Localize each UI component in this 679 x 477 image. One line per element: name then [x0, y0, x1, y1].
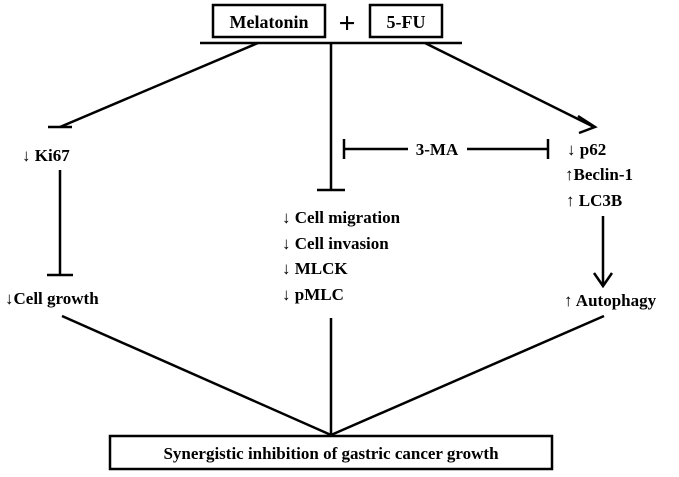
cell-growth-label: ↓Cell growth — [5, 289, 99, 308]
mlck-label: ↓ MLCK — [282, 259, 348, 278]
outcome-label: Synergistic inhibition of gastric cancer… — [163, 444, 499, 463]
plus-sign: + — [338, 7, 355, 40]
beclin-label: ↑Beclin-1 — [565, 165, 633, 184]
p62-label: ↓ p62 — [567, 140, 606, 159]
5fu-box — [368, 3, 444, 39]
autophagy-label: ↑ Autophagy — [564, 291, 657, 310]
pmlc-label: ↓ pMLC — [282, 285, 344, 304]
arrowhead-p62 — [577, 114, 598, 135]
arrowhead-autophagy — [592, 272, 614, 289]
melatonin-label: Melatonin — [230, 12, 309, 32]
converge-line-right — [330, 314, 605, 437]
ki67-label: ↓ Ki67 — [22, 146, 70, 165]
melatonin-box — [211, 3, 327, 39]
5fu-label: 5-FU — [387, 12, 426, 32]
outcome-box — [108, 434, 554, 471]
inhibit-line-ki67 — [59, 41, 259, 129]
arrow-line-p62 — [424, 41, 595, 129]
converge-line-left — [61, 314, 332, 437]
cell-invasion-label: ↓ Cell invasion — [282, 234, 389, 253]
lc3b-label: ↑ LC3B — [566, 191, 622, 210]
3ma-label: 3-MA — [416, 140, 459, 159]
cell-migration-label: ↓ Cell migration — [282, 208, 401, 227]
